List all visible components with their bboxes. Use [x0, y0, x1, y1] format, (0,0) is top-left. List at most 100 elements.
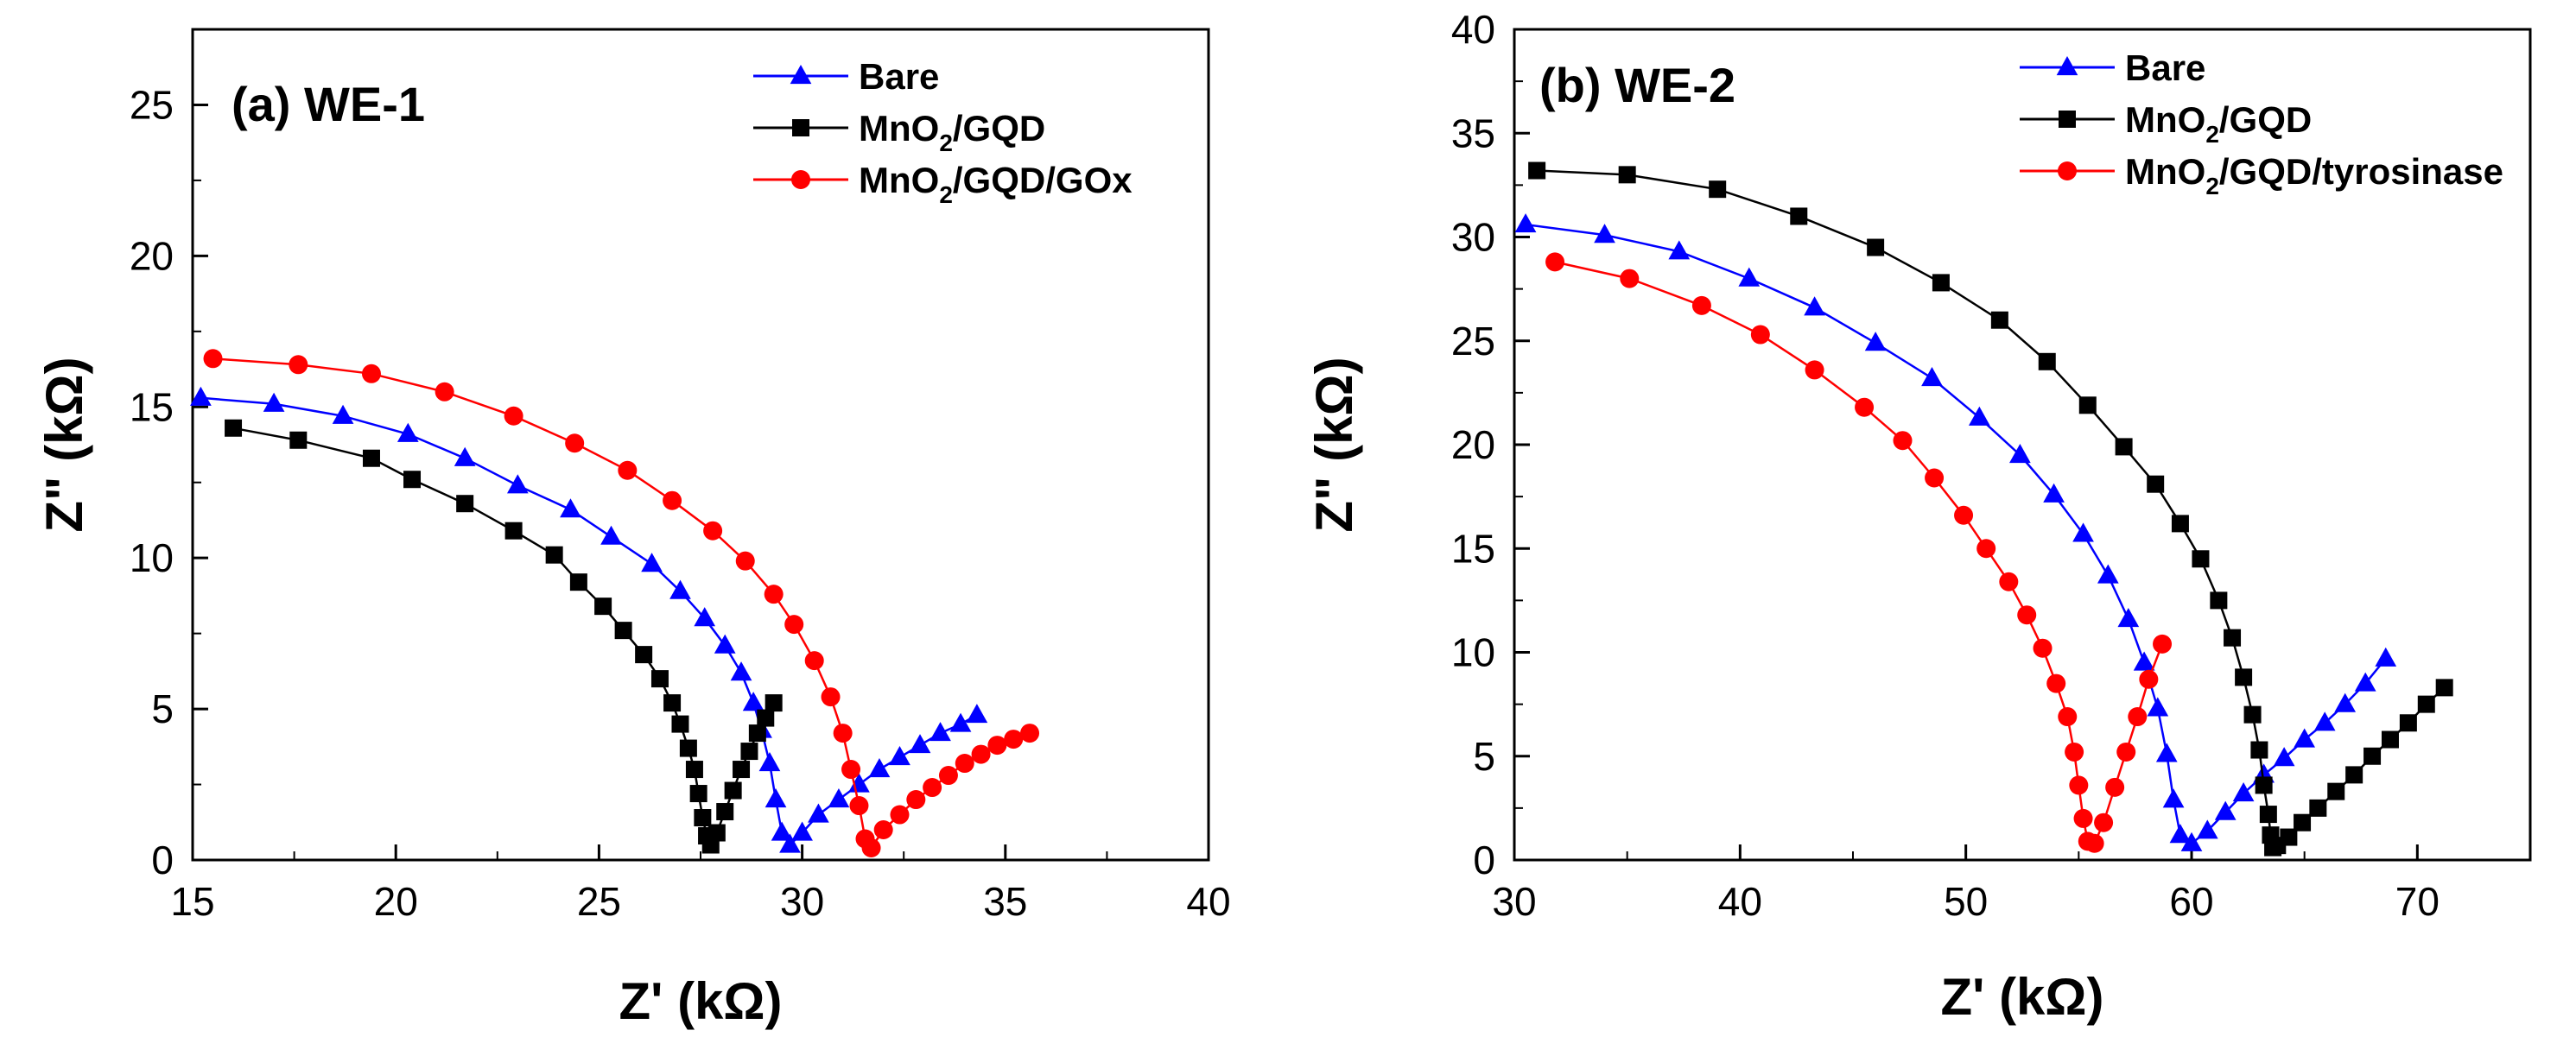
data-point	[397, 422, 419, 442]
data-point	[971, 744, 991, 764]
data-point	[2073, 808, 2093, 828]
data-point	[594, 598, 612, 616]
data-point	[2147, 697, 2169, 717]
y-tick-label: 10	[1451, 630, 1495, 675]
data-point	[600, 525, 622, 545]
x-tick-label: 70	[2395, 879, 2440, 924]
data-point	[716, 803, 734, 821]
data-point	[757, 709, 775, 727]
data-point	[779, 833, 801, 853]
data-point	[740, 743, 758, 761]
data-point	[2117, 608, 2140, 628]
legend-marker	[791, 170, 810, 189]
y-axis-title: Z" (kΩ)	[35, 357, 93, 532]
data-point	[614, 622, 632, 640]
data-point	[2069, 775, 2089, 795]
data-point	[2139, 669, 2159, 689]
data-point	[332, 404, 354, 424]
data-point	[1528, 161, 1546, 180]
data-point	[685, 761, 703, 779]
data-point	[2128, 707, 2148, 727]
series-layer	[1514, 161, 2453, 857]
data-point	[949, 712, 972, 732]
data-point	[2097, 564, 2119, 584]
data-point	[758, 752, 781, 772]
x-tick-label: 40	[1186, 879, 1230, 924]
x-axis-title: Z' (kΩ)	[1940, 968, 2103, 1026]
data-point	[1514, 213, 1537, 233]
data-point	[930, 722, 951, 742]
data-point	[849, 796, 869, 816]
data-point	[1932, 274, 1950, 292]
data-point	[2196, 819, 2218, 839]
series-circle	[1545, 252, 2173, 853]
data-point	[742, 692, 765, 711]
data-point	[679, 739, 697, 757]
x-tick-label: 20	[374, 879, 418, 924]
legend-marker	[790, 65, 812, 85]
data-point	[2058, 707, 2078, 727]
data-point	[2033, 638, 2053, 658]
data-point	[714, 634, 736, 654]
data-point	[2169, 824, 2192, 844]
data-point	[2072, 522, 2094, 542]
x-ticks: 15 20 25 30 35 40	[170, 844, 1231, 924]
data-point	[2133, 651, 2155, 671]
x-tick-label: 40	[1718, 879, 1762, 924]
y-tick-label: 5	[151, 686, 174, 731]
data-point	[1790, 207, 1808, 225]
data-point	[906, 790, 926, 810]
data-point	[2078, 396, 2097, 414]
data-point	[650, 670, 669, 688]
data-point	[735, 551, 755, 571]
series-square	[225, 419, 783, 854]
data-point	[2273, 747, 2295, 767]
data-point	[730, 661, 752, 681]
data-point	[1594, 224, 1615, 243]
data-point	[2147, 475, 2165, 493]
data-point	[748, 724, 766, 743]
data-point	[2155, 743, 2178, 762]
data-point	[456, 495, 474, 513]
data-point	[1921, 367, 1943, 387]
data-point	[2115, 438, 2133, 456]
data-point	[641, 553, 663, 572]
plot-frame	[191, 28, 1210, 862]
data-point	[2313, 711, 2336, 731]
legend-marker	[2059, 111, 2076, 128]
series-line	[232, 427, 775, 848]
data-point	[2162, 788, 2185, 808]
y-tick-label: 5	[1473, 734, 1495, 779]
data-point	[1545, 252, 1565, 272]
y-tick-label: 20	[1451, 422, 1495, 467]
data-point	[707, 824, 726, 842]
data-point	[2280, 828, 2298, 846]
data-point	[841, 760, 861, 780]
data-point	[2363, 747, 2382, 765]
x-tick-label: 60	[2169, 879, 2213, 924]
data-point	[203, 349, 223, 369]
data-point	[1620, 269, 1640, 288]
data-point	[2043, 483, 2065, 503]
y-tick-label: 40	[1451, 7, 1495, 52]
data-point	[2243, 705, 2262, 724]
y-tick-label: 35	[1451, 111, 1495, 155]
data-point	[2180, 832, 2203, 851]
legend-marker	[2058, 161, 2077, 180]
data-point	[1925, 468, 1945, 488]
data-point	[1618, 166, 1636, 184]
data-point	[569, 573, 587, 591]
data-point	[791, 821, 813, 841]
data-point	[966, 704, 988, 724]
data-point	[504, 522, 523, 540]
data-point	[362, 449, 380, 467]
y-tick-label: 15	[1451, 526, 1495, 571]
chart-title: (a) WE-1	[232, 77, 425, 131]
series-triangle	[1514, 213, 2397, 851]
data-point	[833, 724, 853, 743]
data-point	[663, 490, 682, 510]
data-point	[2327, 782, 2345, 800]
series-layer	[190, 349, 1040, 858]
y-ticks: 0 5 10 15 20 25 30 35 40	[1451, 7, 1530, 882]
